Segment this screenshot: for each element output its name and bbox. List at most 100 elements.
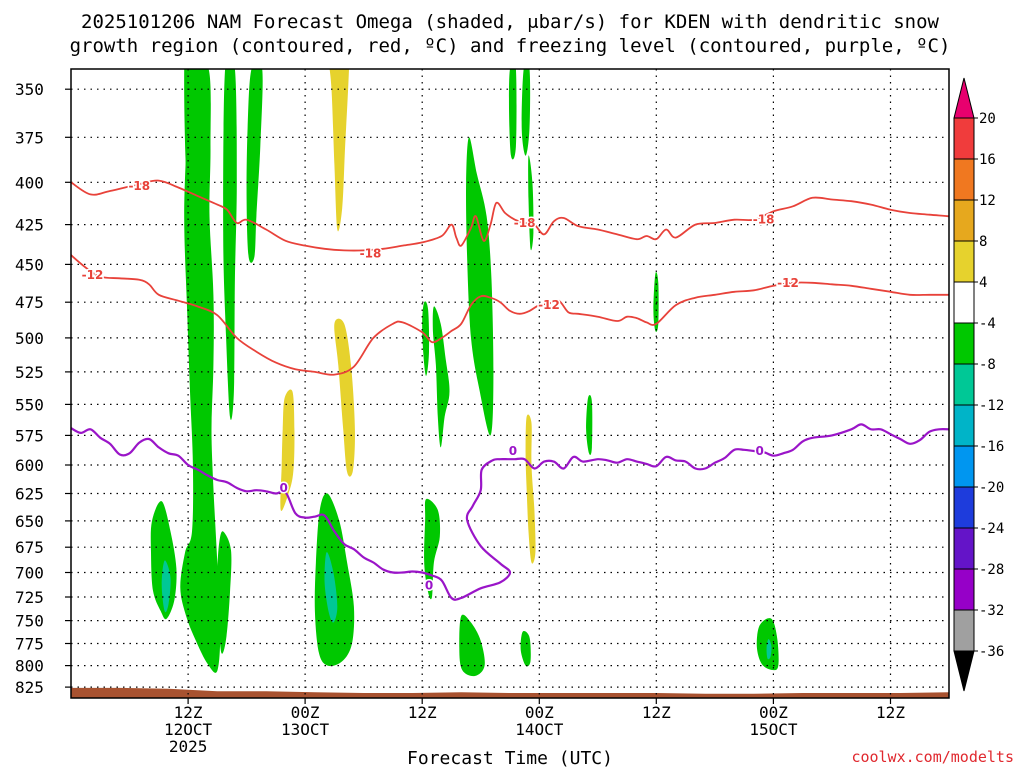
x-axis-label: Forecast Time (UTC)	[407, 748, 613, 768]
colorbar-top-arrow	[953, 77, 975, 119]
colorbar-label: 8	[979, 234, 987, 250]
y-tick-label: 475	[15, 293, 44, 312]
colorbar-segment	[953, 486, 975, 529]
y-tick-label: 400	[15, 173, 44, 192]
colorbar-label: -20	[979, 480, 1004, 496]
x-tick-label: 12Z	[408, 703, 437, 722]
x-tick-label: 00Z	[759, 703, 788, 722]
contour-label: -18	[360, 247, 382, 261]
omega-region	[184, 69, 201, 303]
y-tick-label: 775	[15, 635, 44, 654]
colorbar-label: -32	[979, 603, 1004, 619]
plot-frame	[70, 68, 950, 699]
colorbar-segment	[953, 609, 975, 652]
x-tick-label: 00Z	[525, 703, 554, 722]
contour-label: 0	[425, 578, 433, 592]
y-tick-label: 575	[15, 426, 44, 445]
x-tick-label: 12Z	[642, 703, 671, 722]
colorbar-segment	[953, 404, 975, 447]
y-tick-label: 800	[15, 657, 44, 676]
contour-label: -18	[128, 179, 150, 193]
omega-region	[334, 318, 355, 477]
contour-label: 0	[280, 481, 288, 495]
y-tick-label: 625	[15, 485, 44, 504]
x-tick-label: 2025	[169, 737, 208, 756]
terrain-band	[71, 687, 949, 698]
chart-title-line-2: growth region (contoured, red, ºC) and f…	[70, 35, 951, 57]
colorbar-label: -36	[979, 644, 1004, 660]
colorbar-segment	[953, 363, 975, 406]
omega-region	[246, 69, 263, 263]
x-tick-label: 00Z	[291, 703, 320, 722]
credit-text: coolwx.com/modelts	[851, 748, 1014, 766]
y-tick-label: 825	[15, 678, 44, 697]
omega-region	[520, 630, 531, 667]
dgz-contour-line	[71, 254, 949, 376]
omega-region	[324, 552, 338, 623]
contour-label: -12	[777, 276, 799, 290]
y-tick-label: 600	[15, 456, 44, 475]
grid	[71, 69, 949, 698]
contour-label: -12	[82, 268, 104, 282]
colorbar-label: 16	[979, 152, 996, 168]
omega-region	[217, 531, 232, 654]
omega-region	[422, 301, 430, 376]
omega-region	[161, 560, 171, 613]
x-tick-label: 15OCT	[749, 720, 798, 739]
omega-region	[466, 137, 494, 436]
omega-region	[521, 69, 531, 156]
omega-region	[329, 69, 349, 232]
colorbar-label: 4	[979, 275, 987, 291]
colorbar-segment	[953, 322, 975, 365]
y-tick-label: 675	[15, 538, 44, 557]
y-tick-label: 500	[15, 329, 44, 348]
omega-region	[459, 614, 485, 677]
colorbar-bottom-arrow	[953, 650, 975, 692]
colorbar-segment	[953, 199, 975, 242]
omega-region	[508, 69, 517, 160]
colorbar-label: -4	[979, 316, 996, 332]
contour-label: -18	[753, 213, 775, 227]
omega-region	[528, 155, 534, 251]
colorbar-segment	[953, 568, 975, 611]
contour-label: -18	[514, 216, 536, 230]
omega-region	[586, 394, 593, 456]
colorbar-segment	[953, 281, 975, 324]
y-tick-label: 700	[15, 564, 44, 583]
colorbar-label: -12	[979, 398, 1004, 414]
omega-region	[525, 414, 536, 564]
x-tick-label: 12OCT	[164, 720, 213, 739]
contour-label: 0	[756, 444, 764, 458]
contour-lines: -18 -18 -18 -18 -12 -12 -12 0 0 0 0	[71, 177, 949, 601]
y-tick-label: 450	[15, 255, 44, 274]
colorbar-segment	[953, 117, 975, 160]
y-tick-label: 350	[15, 80, 44, 99]
colorbar: 20 16 12 8 4 -4 -8 -12 -16 -20 -24 -28 -32 -36	[953, 77, 1004, 692]
colorbar-segment	[953, 158, 975, 201]
y-tick-label: 550	[15, 395, 44, 414]
chart-title-line-1: 2025101206 NAM Forecast Omega (shaded, μ…	[81, 11, 939, 33]
colorbar-segment	[953, 240, 975, 283]
colorbar-label: -24	[979, 521, 1004, 537]
y-tick-label: 525	[15, 363, 44, 382]
y-tick-label: 650	[15, 512, 44, 531]
colorbar-label: -28	[979, 562, 1004, 578]
y-tick-label: 375	[15, 128, 44, 147]
colorbar-segment	[953, 445, 975, 488]
y-tick-label: 750	[15, 612, 44, 631]
x-tick-label: 12Z	[876, 703, 905, 722]
omega-region	[223, 69, 237, 420]
x-tick-label: 13OCT	[281, 720, 330, 739]
dgz-contour-line	[71, 179, 949, 252]
y-tick-label: 425	[15, 216, 44, 235]
y-axis: 350 375 400 425 450 475 500 525 550 575 600 625 650 6…	[15, 80, 71, 697]
contour-label: -12	[538, 298, 560, 312]
colorbar-label: 20	[979, 111, 996, 127]
colorbar-segment	[953, 527, 975, 570]
y-tick-label: 725	[15, 588, 44, 607]
contour-label: 0	[509, 444, 517, 458]
x-tick-label: 12Z	[174, 703, 203, 722]
freezing-level-contour	[71, 423, 949, 601]
